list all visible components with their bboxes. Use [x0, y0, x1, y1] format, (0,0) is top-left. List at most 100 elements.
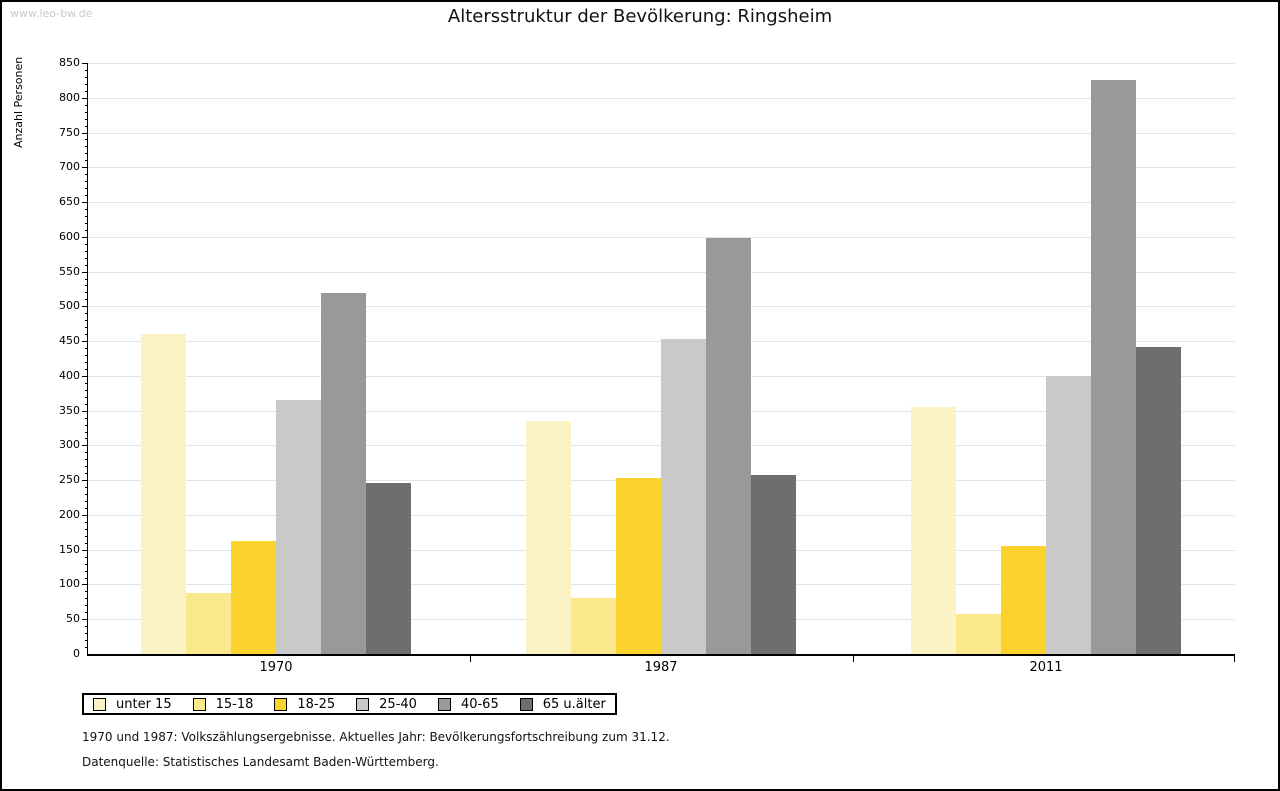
y-major-tick: [82, 236, 88, 238]
y-tick-label: 250: [59, 473, 80, 487]
y-tick-label: 200: [59, 507, 80, 521]
y-minor-tick: [85, 250, 88, 252]
bar-25-40-2011: [1046, 375, 1091, 654]
gridline: [88, 97, 1235, 99]
gridline: [88, 167, 1235, 169]
y-major-tick: [82, 375, 88, 377]
y-minor-tick: [85, 299, 88, 301]
legend-swatch-icon: [437, 697, 451, 711]
gridline: [88, 63, 1235, 64]
bar-40-65-2011: [1091, 80, 1136, 654]
bar-65-u.älter-1987: [751, 475, 796, 654]
y-tick-label: 450: [59, 334, 80, 348]
y-minor-tick: [85, 403, 88, 405]
bar-15-18-2011: [956, 613, 1001, 654]
y-tick-label: 400: [59, 368, 80, 382]
y-tick-label: 800: [59, 90, 80, 104]
y-minor-tick: [85, 348, 88, 350]
y-minor-tick: [85, 90, 88, 92]
footnote-line-1: 1970 und 1987: Volkszählungsergebnisse. …: [82, 730, 670, 744]
y-minor-tick: [85, 431, 88, 433]
y-major-tick: [82, 619, 88, 621]
y-minor-tick: [85, 83, 88, 85]
legend-label: 15-18: [215, 696, 254, 712]
y-minor-tick: [85, 647, 88, 649]
y-tick-label: 600: [59, 229, 80, 243]
bar-unter-15-1970: [141, 334, 186, 654]
y-minor-tick: [85, 153, 88, 155]
bar-18-25-1970: [231, 541, 276, 654]
bar-40-65-1970: [321, 293, 366, 654]
y-tick-label: 350: [59, 403, 80, 417]
y-minor-tick: [85, 355, 88, 357]
y-minor-tick: [85, 195, 88, 197]
y-minor-tick: [85, 368, 88, 370]
y-minor-tick: [85, 570, 88, 572]
y-major-tick: [82, 202, 88, 204]
y-minor-tick: [85, 605, 88, 607]
y-major-tick: [82, 514, 88, 516]
y-minor-tick: [85, 174, 88, 176]
y-tick-label: 0: [73, 647, 80, 660]
y-major-tick: [82, 63, 88, 64]
legend-swatch-icon: [356, 697, 370, 711]
y-minor-tick: [85, 507, 88, 509]
y-tick-label: 750: [59, 125, 80, 139]
y-major-tick: [82, 549, 88, 551]
bar-25-40-1970: [276, 400, 321, 654]
legend-item: 40-65: [437, 697, 499, 712]
bar-25-40-1987: [661, 339, 706, 654]
y-minor-tick: [85, 591, 88, 593]
y-minor-tick: [85, 556, 88, 558]
x-category-label: 1970: [259, 660, 293, 675]
legend-swatch-icon: [93, 697, 106, 711]
y-minor-tick: [85, 209, 88, 210]
legend-item: 15-18: [192, 696, 254, 712]
legend-label: 65 u.älter: [542, 696, 606, 712]
y-minor-tick: [85, 361, 88, 363]
legend-item: 18-25: [274, 697, 335, 712]
y-minor-tick: [85, 487, 88, 489]
y-minor-tick: [85, 257, 88, 259]
y-minor-tick: [85, 146, 88, 148]
y-minor-tick: [85, 382, 88, 384]
y-minor-tick: [85, 222, 88, 224]
y-minor-tick: [85, 76, 88, 78]
watermark: www.leo-bw.de: [10, 7, 93, 20]
y-minor-tick: [85, 542, 88, 544]
y-major-tick: [82, 271, 88, 273]
y-minor-tick: [85, 264, 88, 266]
y-minor-tick: [85, 521, 88, 523]
y-tick-label: 150: [59, 542, 80, 556]
y-major-tick: [82, 584, 88, 586]
y-major-tick: [82, 445, 88, 447]
bar-15-18-1987: [571, 598, 616, 654]
y-minor-tick: [85, 417, 88, 419]
y-minor-tick: [85, 438, 88, 440]
y-minor-tick: [85, 494, 88, 496]
legend-label: unter 15: [116, 696, 172, 712]
y-minor-tick: [85, 424, 88, 426]
legend: unter 15 15-18 18-25 25-40 40-65 65 u.älter: [82, 693, 617, 715]
y-minor-tick: [85, 459, 88, 461]
y-minor-tick: [85, 612, 88, 614]
x-category-label: 2011: [1029, 660, 1063, 675]
bar-65-u.älter-1970: [366, 482, 411, 654]
legend-item: unter 15: [93, 697, 172, 712]
y-minor-tick: [85, 535, 88, 537]
x-category-label: 1987: [644, 660, 678, 675]
gridline: [88, 132, 1235, 134]
y-major-tick: [82, 97, 88, 99]
y-minor-tick: [85, 229, 88, 231]
bar-65-u.älter-2011: [1136, 346, 1181, 654]
bar-40-65-1987: [706, 238, 751, 654]
legend-swatch-icon: [192, 697, 206, 711]
y-major-tick: [82, 480, 88, 482]
page-title: Altersstruktur der Bevölkerung: Ringshei…: [447, 6, 833, 27]
y-major-tick: [82, 410, 88, 412]
y-minor-tick: [85, 278, 88, 280]
bar-15-18-1970: [186, 592, 231, 654]
y-minor-tick: [85, 243, 88, 245]
y-minor-tick: [85, 452, 88, 454]
y-minor-tick: [85, 633, 88, 635]
